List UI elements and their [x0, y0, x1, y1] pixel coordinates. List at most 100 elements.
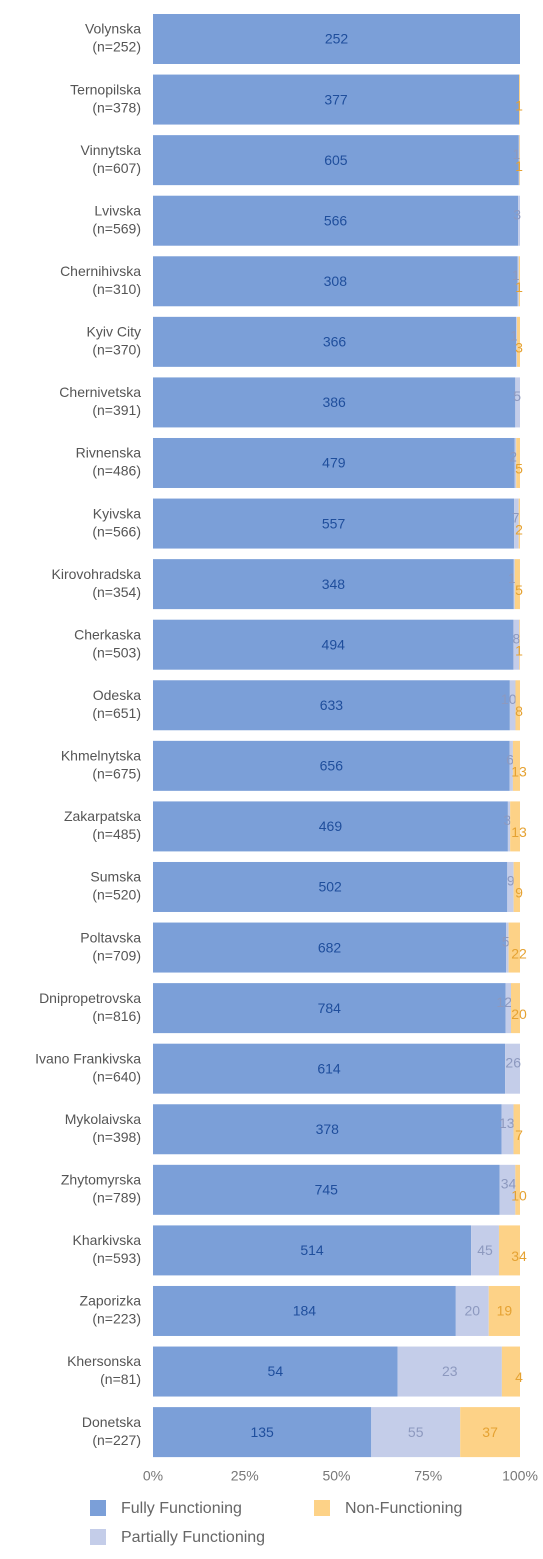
category-sublabel: (n=370) — [92, 342, 141, 358]
data-label: 13 — [511, 764, 527, 780]
bar-segment — [501, 1104, 514, 1155]
data-label: 13 — [511, 824, 527, 840]
category-sublabel: (n=709) — [92, 947, 141, 963]
bar-segment — [471, 1225, 499, 1276]
data-label: 23 — [442, 1363, 458, 1379]
legend-swatch — [314, 1500, 330, 1516]
x-tick-label: 50% — [322, 1468, 350, 1484]
bar-segment — [153, 861, 508, 912]
bar-segment — [512, 740, 520, 791]
category-label: Chernihivska — [60, 263, 141, 279]
data-label: 34 — [511, 1248, 527, 1264]
data-label: 2 — [515, 521, 523, 537]
data-label: 566 — [324, 212, 348, 228]
category-sublabel: (n=520) — [92, 887, 141, 903]
bar-segment — [153, 801, 508, 852]
category-label: Rivnenska — [76, 445, 142, 461]
data-label: 37 — [482, 1424, 498, 1440]
bar-segment — [511, 983, 520, 1034]
category-sublabel: (n=391) — [92, 402, 141, 418]
data-label: 494 — [322, 636, 346, 652]
bar-segment — [153, 1225, 472, 1276]
x-tick-label: 0% — [143, 1468, 163, 1484]
bar-segment — [153, 74, 520, 125]
category-sublabel: (n=310) — [92, 281, 141, 297]
category-label: Poltavska — [80, 929, 141, 945]
legend-swatch — [90, 1529, 106, 1545]
category-sublabel: (n=789) — [92, 1190, 141, 1206]
bar-segment — [513, 559, 515, 610]
data-label: 19 — [497, 1303, 513, 1319]
data-label: 252 — [325, 31, 349, 47]
category-label: Ivano Frankivska — [35, 1050, 141, 1066]
bar-segment — [153, 316, 517, 367]
bar-segment — [455, 1285, 489, 1336]
data-label: 7 — [512, 509, 520, 525]
bar-segment — [397, 1346, 502, 1397]
data-label: 55 — [408, 1424, 424, 1440]
data-label: 7 — [515, 1127, 523, 1143]
data-label: 4 — [515, 1369, 523, 1385]
category-label: Chernivetska — [59, 384, 141, 400]
bar-segment — [509, 740, 513, 791]
data-label: 5 — [513, 388, 521, 404]
data-label: 386 — [322, 394, 346, 410]
bar-segment — [513, 619, 520, 670]
bar-segment — [153, 619, 514, 670]
data-label: 184 — [293, 1303, 317, 1319]
data-label: 633 — [320, 697, 344, 713]
category-label: Zhytomyrska — [61, 1172, 141, 1188]
data-label: 745 — [315, 1182, 339, 1198]
bar-segment — [153, 135, 519, 186]
bar-segment — [516, 316, 518, 367]
data-label: 1 — [515, 158, 523, 174]
category-sublabel: (n=81) — [100, 1371, 141, 1387]
bar-segment — [153, 256, 518, 307]
data-label: 1 — [515, 642, 523, 658]
category-sublabel: (n=640) — [92, 1068, 141, 1084]
category-sublabel: (n=503) — [92, 644, 141, 660]
bar-segment — [153, 983, 506, 1034]
category-label: Dnipropetrovska — [39, 990, 141, 1006]
bar-segment — [488, 1285, 520, 1336]
legend-label: Fully Functioning — [121, 1500, 242, 1517]
bar-segment — [499, 1164, 516, 1215]
category-sublabel: (n=223) — [92, 1311, 141, 1327]
bar-segment — [514, 498, 519, 549]
data-label: 2 — [509, 449, 517, 465]
data-label: 9 — [515, 885, 523, 901]
data-label: 5 — [515, 461, 523, 477]
bar-segment — [509, 680, 516, 731]
x-tick-label: 100% — [502, 1468, 538, 1484]
data-label: 9 — [507, 873, 515, 889]
bar-segment — [518, 498, 520, 549]
bar-segment — [516, 437, 520, 488]
bar-segment — [514, 559, 520, 610]
category-label: Donetska — [82, 1414, 141, 1430]
bar-segment — [460, 1407, 520, 1458]
data-label: 1 — [510, 328, 518, 344]
data-label: 34 — [501, 1176, 517, 1192]
data-label: 378 — [316, 1121, 340, 1137]
data-label: 1 — [515, 279, 523, 295]
bar-segment — [506, 922, 509, 973]
category-label: Khersonska — [67, 1353, 141, 1369]
category-sublabel: (n=816) — [92, 1008, 141, 1024]
category-label: Zaporizka — [80, 1293, 142, 1309]
data-label: 3 — [503, 812, 511, 828]
category-label: Kyiv City — [87, 324, 141, 340]
bar-segment — [153, 1285, 456, 1336]
data-label: 3 — [515, 340, 523, 356]
data-label: 45 — [477, 1242, 493, 1258]
data-label: 502 — [318, 879, 342, 895]
bar-segment — [153, 559, 514, 610]
data-label: 20 — [464, 1303, 480, 1319]
data-label: 6 — [506, 752, 514, 768]
data-label: 1 — [512, 267, 520, 283]
category-sublabel: (n=398) — [92, 1129, 141, 1145]
data-label: 3 — [513, 206, 521, 222]
bar-segment — [153, 498, 515, 549]
data-label: 13 — [499, 1115, 515, 1131]
data-label: 12 — [496, 994, 512, 1010]
